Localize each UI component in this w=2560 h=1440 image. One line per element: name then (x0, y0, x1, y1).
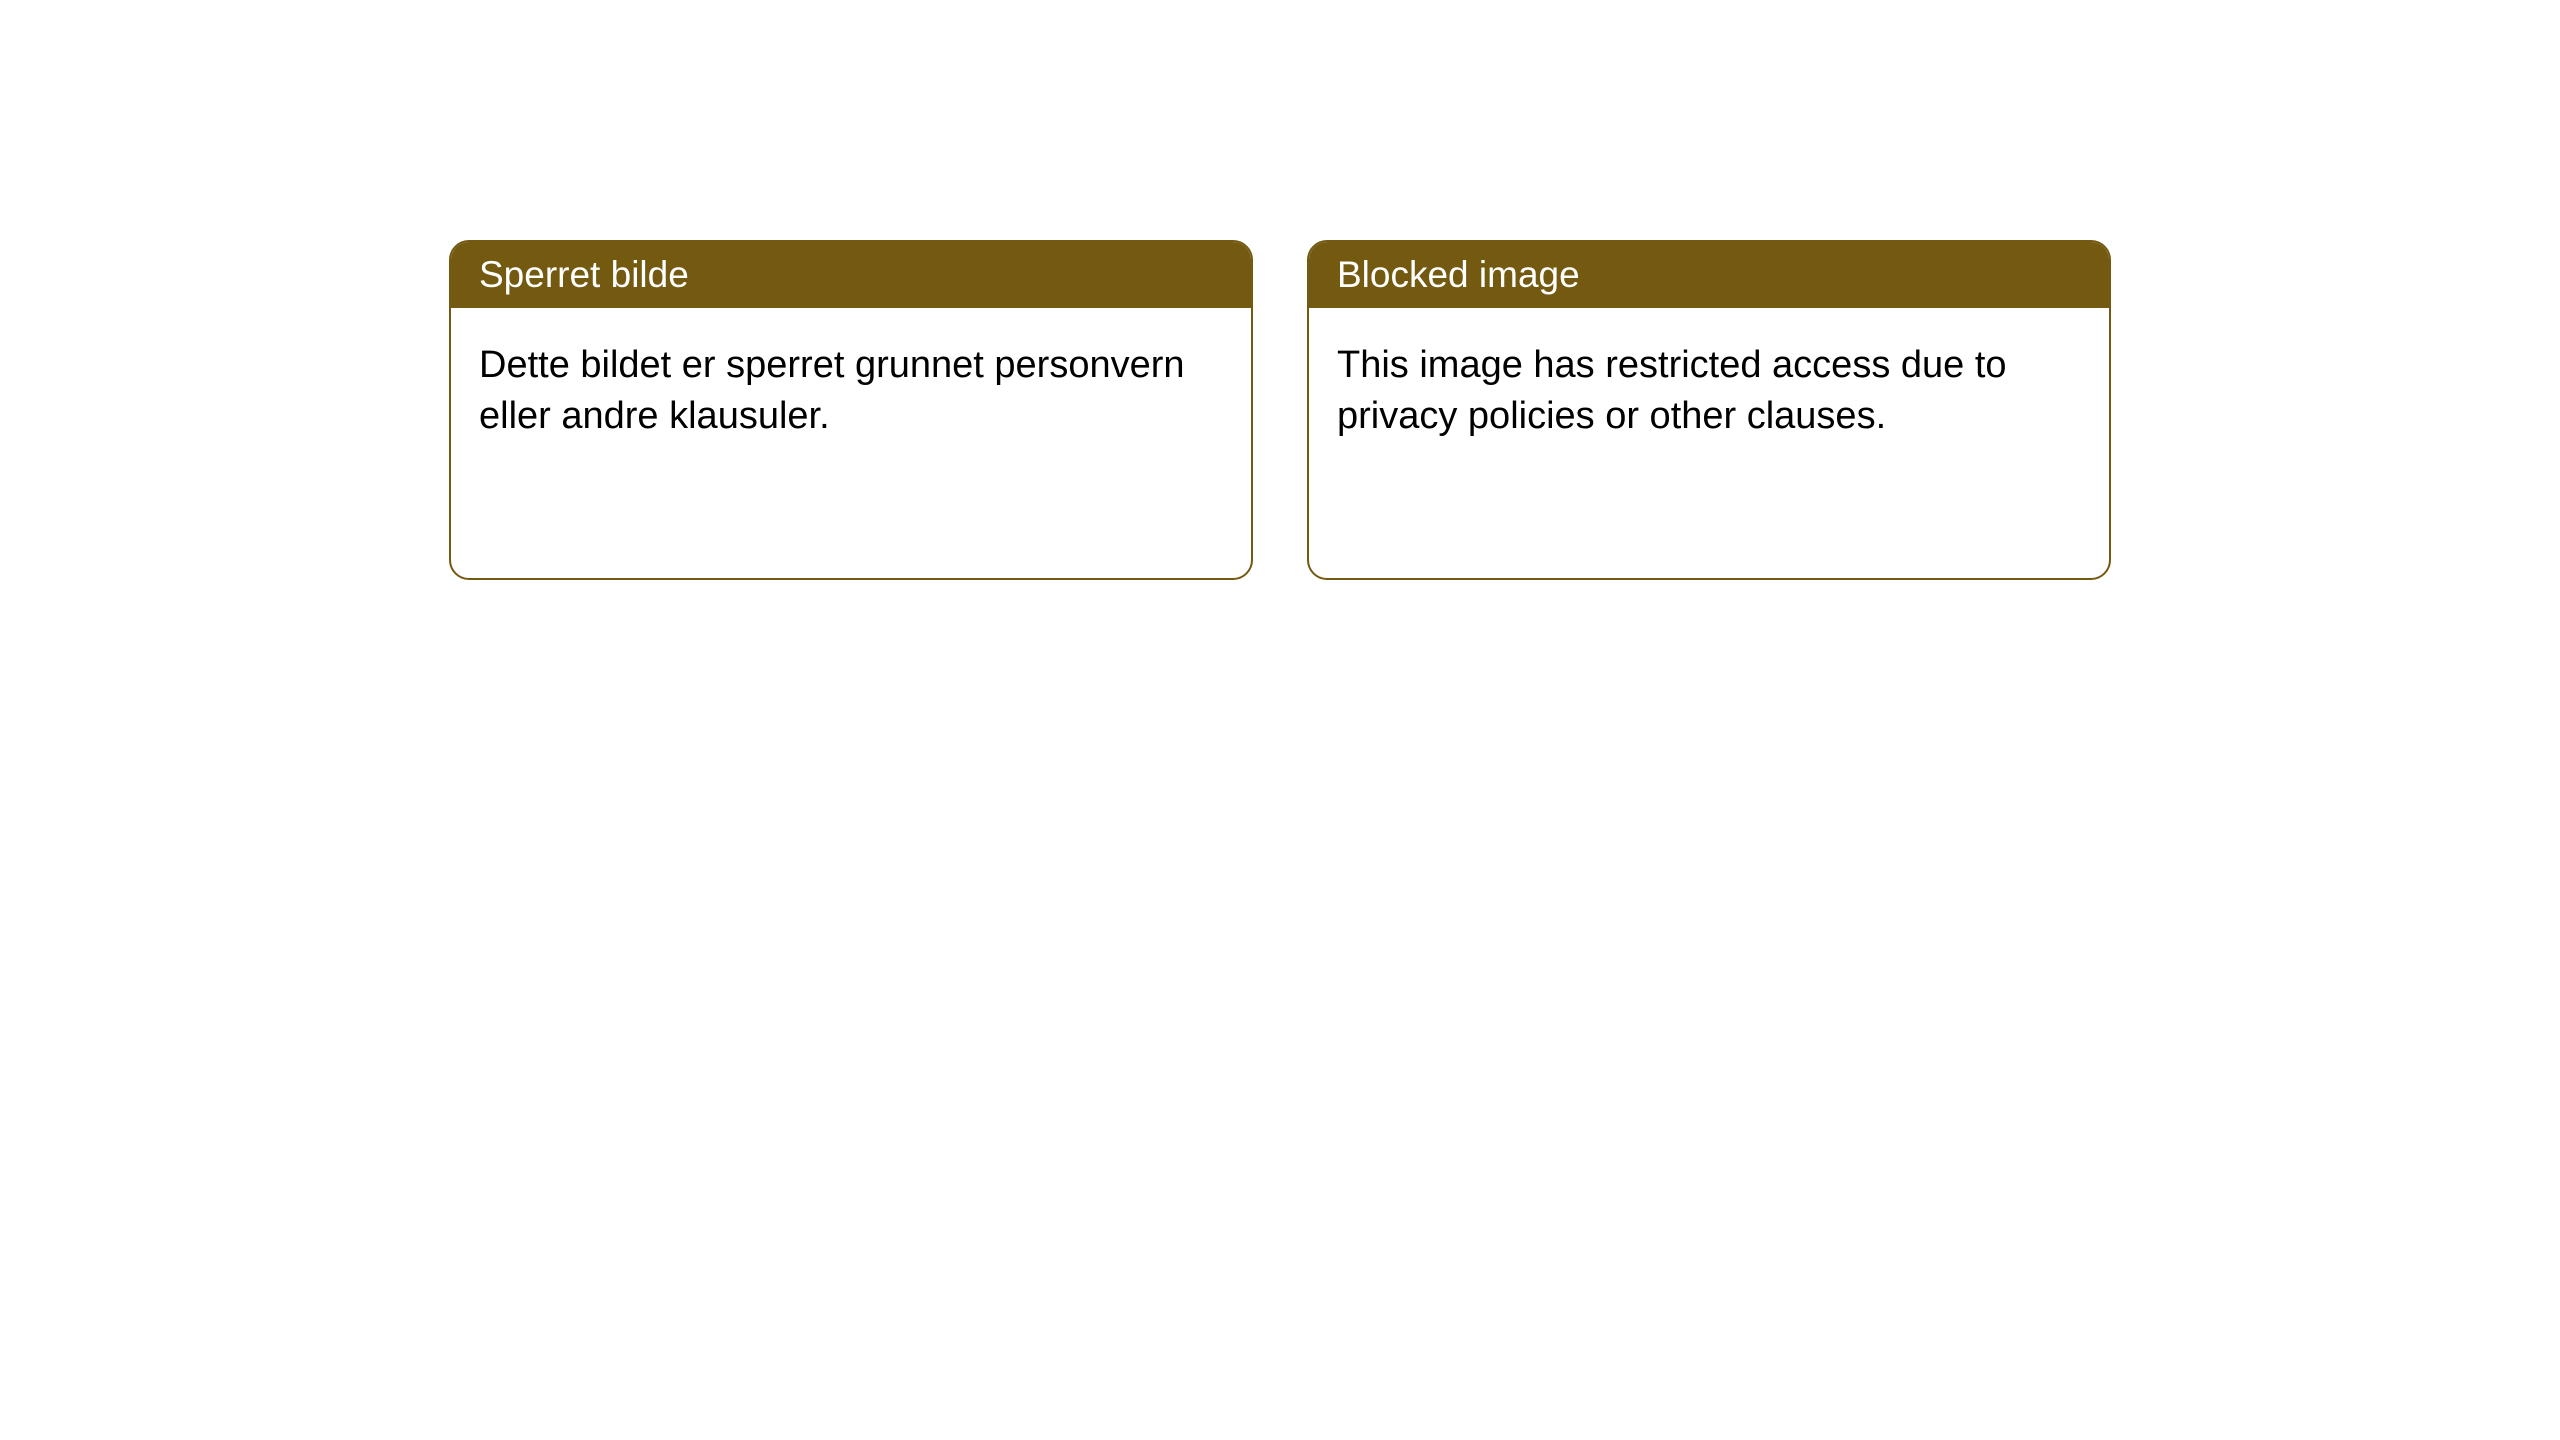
notice-message: Dette bildet er sperret grunnet personve… (479, 344, 1185, 437)
notice-header: Sperret bilde (451, 242, 1251, 308)
notice-body: Dette bildet er sperret grunnet personve… (451, 308, 1251, 475)
notice-message: This image has restricted access due to … (1337, 344, 2007, 437)
notice-header: Blocked image (1309, 242, 2109, 308)
notice-box-norwegian: Sperret bilde Dette bildet er sperret gr… (449, 240, 1253, 580)
notice-body: This image has restricted access due to … (1309, 308, 2109, 475)
notice-title: Sperret bilde (479, 254, 689, 295)
notice-title: Blocked image (1337, 254, 1580, 295)
notice-box-english: Blocked image This image has restricted … (1307, 240, 2111, 580)
notices-container: Sperret bilde Dette bildet er sperret gr… (449, 240, 2111, 580)
